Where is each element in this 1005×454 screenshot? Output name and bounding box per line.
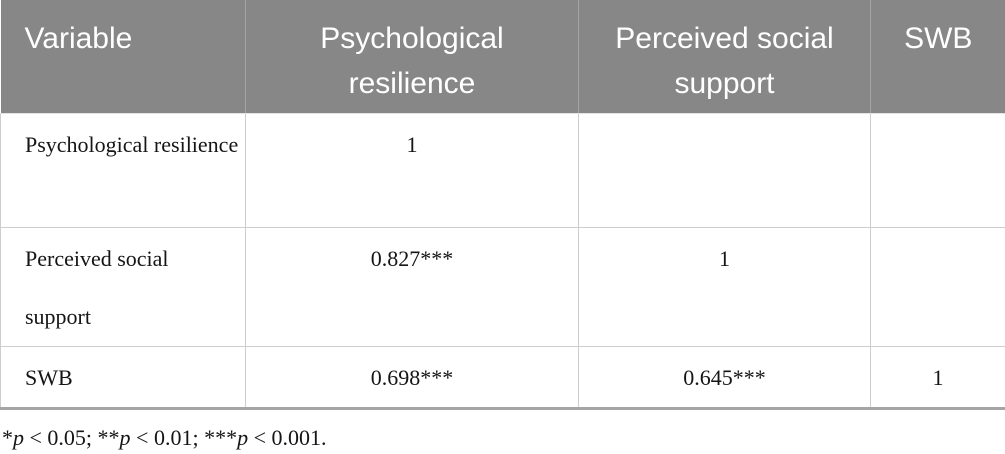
table-row-perceived-social-support: Perceived social support 0.827*** 1: [0, 226, 1005, 347]
table-cell: 1: [578, 226, 871, 347]
footnote-text: < 0.05;: [24, 424, 98, 450]
table-cell: [870, 112, 1005, 228]
table-row-psychological-resilience: Psychological resilience 1: [0, 112, 1005, 228]
footnote-p-italic: p: [119, 424, 131, 450]
row-label: Perceived social support: [0, 226, 246, 347]
table-cell: 0.827***: [245, 226, 579, 347]
row-label: SWB: [0, 345, 246, 410]
footnote-text: **: [97, 424, 120, 450]
table-cell: 1: [245, 112, 579, 228]
footnote-text: < 0.01;: [130, 424, 205, 450]
header-row: Variable Psychological resilience Percei…: [0, 0, 1005, 114]
table-cell: [870, 226, 1005, 347]
footnote-text: *: [2, 424, 13, 450]
footnote-p-italic: p: [13, 424, 24, 450]
table-cell: 1: [870, 345, 1005, 410]
column-header-swb: SWB: [870, 0, 1005, 114]
table-cell: [578, 112, 871, 228]
footnote-text: ***: [204, 424, 238, 450]
table-cell: 0.698***: [245, 345, 579, 410]
column-header-psychological-resilience: Psychological resilience: [245, 0, 579, 114]
correlation-table: Variable Psychological resilience Percei…: [0, 0, 1005, 410]
row-label: Psychological resilience: [0, 112, 246, 228]
footnote-p-italic: p: [237, 424, 249, 450]
footnote-text: < 0.001.: [248, 424, 327, 450]
table-cell: 0.645***: [578, 345, 871, 410]
column-header-perceived-social-support: Perceived social support: [578, 0, 871, 114]
table-row-swb: SWB 0.698*** 0.645*** 1: [0, 345, 1005, 410]
significance-footnote: *p < 0.05; **p < 0.01; ***p < 0.001.: [2, 423, 1005, 453]
column-header-variable: Variable: [0, 0, 246, 114]
